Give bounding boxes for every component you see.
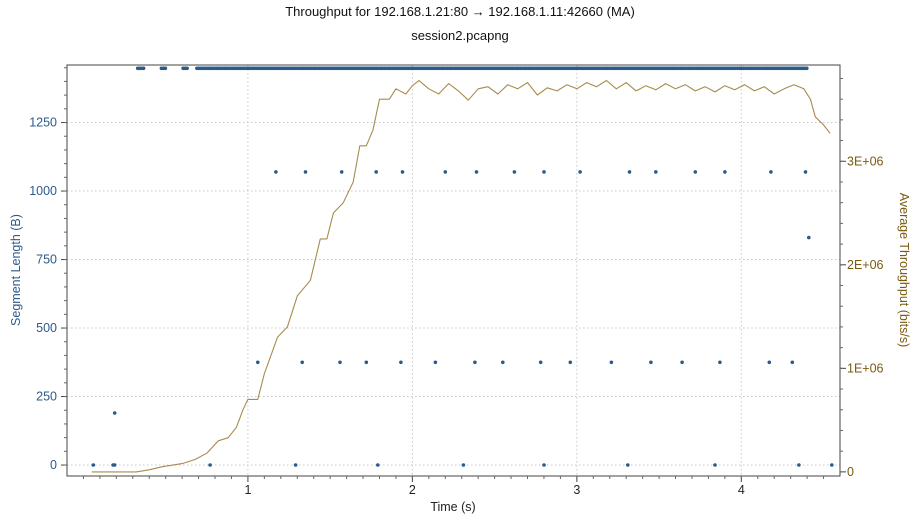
segment-point [626,463,630,467]
x-tick-label: 1 [244,483,251,497]
left-tick-label: 750 [36,253,57,267]
y-axis-label-left: Segment Length (B) [9,214,23,326]
segment-point [374,170,379,174]
segment-point [293,463,298,467]
segment-point [680,360,684,365]
segment-point [542,170,546,174]
segment-point [474,170,479,174]
left-tick-label: 1000 [29,184,57,198]
throughput-series [91,79,831,473]
right-tick-label: 1E+06 [847,361,884,375]
segment-point [274,170,278,174]
segment-point [400,170,405,174]
grid-lines [67,65,840,476]
segment-point [578,170,582,174]
segment-point [112,463,117,467]
segment-point [376,463,380,467]
segment-point [399,360,403,365]
right-axis: 0 1E+06 2E+06 3E+06 [840,77,884,479]
chart-title: Throughput for 192.168.1.21:80 → 192.168… [285,4,635,19]
x-tick-label: 4 [738,483,745,497]
segment-point [790,360,795,365]
segment-point [649,360,653,365]
segment-point [538,360,543,365]
segment-point [91,463,96,467]
y-axis-label-right: Average Throughput (bits/s) [897,193,911,348]
plot-frame [66,64,841,477]
segment-point [693,170,698,174]
throughput-line [91,79,831,473]
segment-point [769,170,773,174]
right-tick-label: 2E+06 [847,258,884,272]
segment-point [112,411,117,415]
segment-point [163,66,168,71]
segment-point [443,170,448,174]
segment-point [339,170,344,174]
segment-series [91,66,834,467]
bottom-axis: 1 2 3 4 [82,476,825,497]
x-tick-label: 2 [409,483,416,497]
segment-point [627,170,632,174]
segment-point [141,66,146,71]
segment-point [461,463,466,467]
segment-point [654,170,658,174]
segment-point [803,170,808,174]
segment-point [433,360,438,365]
left-tick-label: 500 [36,321,57,335]
segment-point [830,463,834,467]
segment-point [512,170,517,174]
segment-point [338,360,342,365]
segment-point [713,463,717,467]
segment-point [723,170,727,174]
segment-point [797,463,801,467]
left-tick-label: 0 [50,458,57,472]
segment-point [364,360,369,365]
segment-point [718,360,722,365]
segment-point [208,463,212,467]
segment-point [300,360,305,365]
segment-point [501,360,505,365]
x-axis-label: Time (s) [430,500,475,514]
segment-point [473,360,477,365]
left-tick-label: 250 [36,390,57,404]
segment-point [568,360,573,365]
segment-point [255,360,260,365]
right-tick-label: 3E+06 [847,154,884,168]
segment-point [185,66,189,71]
x-tick-label: 3 [573,483,580,497]
chart-subtitle: session2.pcapng [411,28,509,43]
segment-point [805,66,809,71]
segment-point [609,360,614,365]
segment-point [767,360,772,365]
segment-point [807,235,811,240]
left-tick-label: 1250 [29,116,57,130]
segment-point [303,170,308,174]
left-axis: 0 250 500 750 1000 1250 [29,67,67,472]
right-tick-label: 0 [847,465,854,479]
segment-point [542,463,546,467]
